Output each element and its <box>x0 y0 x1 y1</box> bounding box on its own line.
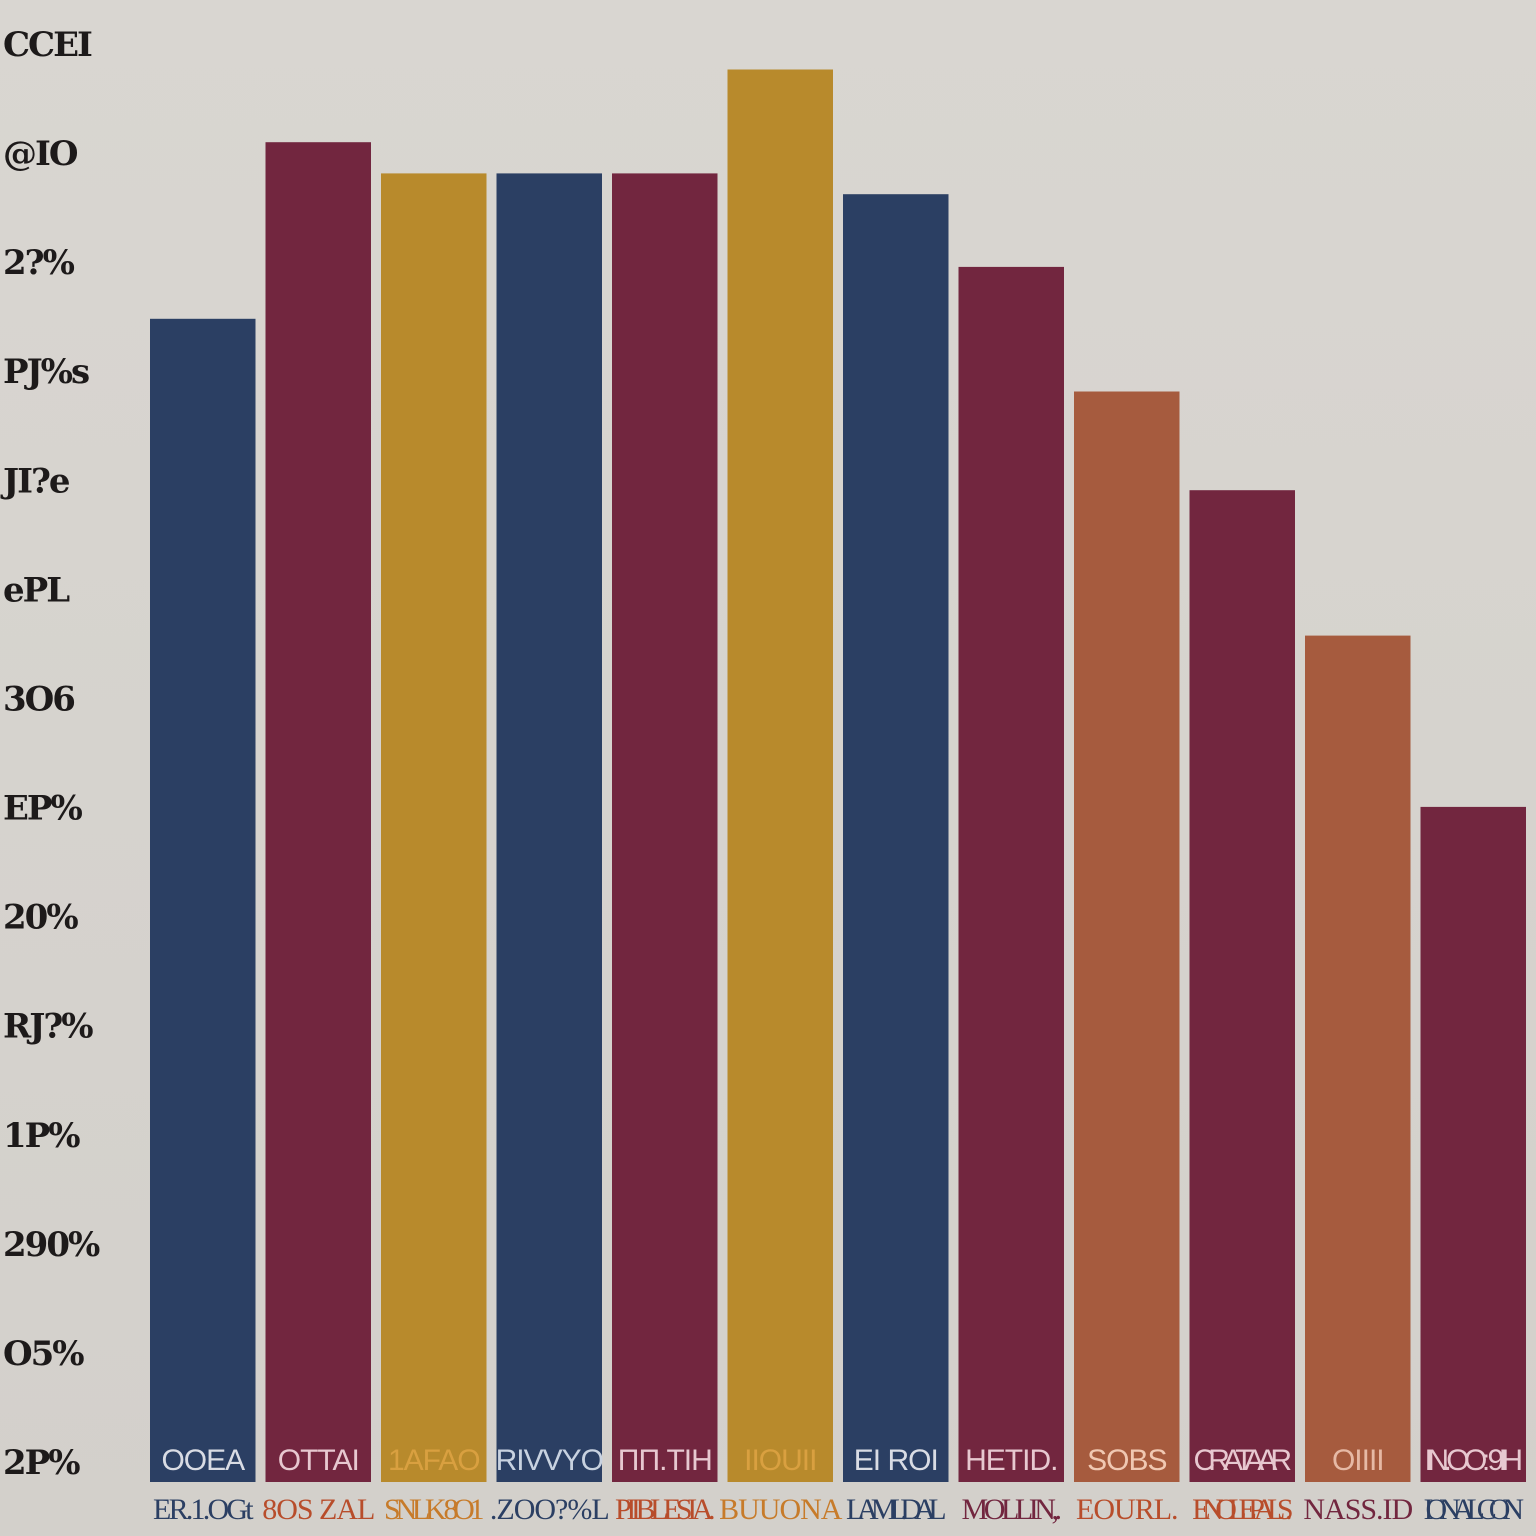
x-tick-label: EOURL. <box>1076 1493 1178 1526</box>
y-tick-label: 290% <box>3 1225 100 1265</box>
y-tick-label: ePL <box>3 570 70 610</box>
x-tick-label: LAML.DAL <box>846 1493 946 1526</box>
bar <box>496 173 602 1482</box>
bar-label: ΠΠ.ΤΙΗ <box>618 1444 712 1477</box>
y-tick-label: RJ?% <box>3 1007 93 1047</box>
bar <box>958 266 1064 1482</box>
y-tick-label: 2?% <box>3 243 75 283</box>
bar-label: HETID. <box>965 1444 1057 1477</box>
y-tick-label: 3O6 <box>3 679 74 719</box>
bar-label: OTTAI <box>278 1444 359 1477</box>
y-tick-label: EP% <box>3 789 82 829</box>
bars <box>150 69 1526 1483</box>
bar-label: CRA TAAR <box>1194 1444 1292 1477</box>
bar-label: RIVVYO <box>496 1444 603 1477</box>
category-labels: ER.1.OGt 8OS ZAL SNLK 8O1 .ZOO?%L PIIBLESIA.… <box>153 1493 1524 1526</box>
bar-label: EI ROI <box>854 1444 938 1477</box>
x-tick-label: ER.1.OGt <box>153 1493 254 1526</box>
y-tick-label: CCEI <box>3 25 92 65</box>
bar-label: IIOUII <box>744 1444 816 1477</box>
bar <box>612 173 718 1482</box>
x-tick-label: BUUONA <box>719 1493 843 1526</box>
bar <box>727 69 833 1482</box>
bar <box>843 194 949 1483</box>
bar-label: 1AFAO <box>388 1444 480 1477</box>
bar <box>1305 635 1411 1482</box>
x-tick-label: .ZOO?%L <box>490 1493 609 1526</box>
bar <box>265 142 371 1483</box>
y-tick-label: 2P% <box>3 1443 80 1483</box>
bar-label: OOEA <box>161 1444 245 1477</box>
y-tick-label: @IO <box>3 134 78 174</box>
x-tick-label: 8OS ZAL <box>262 1493 374 1526</box>
bar-label: OIIII <box>1332 1444 1384 1477</box>
bar-inner-labels: OOEA OTTAI 1AFAO RIVVYO ΠΠ.ΤΙΗ IIOUII EI ROI HE… <box>161 1444 1523 1477</box>
bar <box>1420 806 1526 1482</box>
y-tick-label: 20% <box>3 898 78 938</box>
x-tick-label: PIIBLESIA. <box>615 1493 715 1526</box>
bar <box>1189 490 1295 1482</box>
x-tick-label: ENOLEPALS. <box>1192 1493 1292 1526</box>
bar <box>150 318 256 1482</box>
x-tick-label: NASS.ID <box>1303 1493 1412 1526</box>
bar <box>381 173 487 1482</box>
bar <box>1074 391 1180 1482</box>
bar-label: IN.OO: 9IH <box>1425 1444 1523 1477</box>
y-tick-label: 1P% <box>3 1116 80 1156</box>
y-axis-ticks: CCEI @IO 2?% PJ%s JI?e ePL 3O6 EP% 20% RJ?% 1P% 290… <box>0 25 102 1483</box>
x-tick-label: IONALCON <box>1424 1493 1524 1526</box>
x-tick-label: MOLLIN,. <box>962 1493 1062 1526</box>
y-tick-label: PJ%s <box>3 352 89 392</box>
bar-label: SOBS <box>1087 1444 1166 1477</box>
x-tick-label: SNLK 8O1 <box>384 1493 484 1526</box>
y-tick-label: JI?e <box>0 461 70 501</box>
y-tick-label: O5% <box>3 1334 84 1374</box>
